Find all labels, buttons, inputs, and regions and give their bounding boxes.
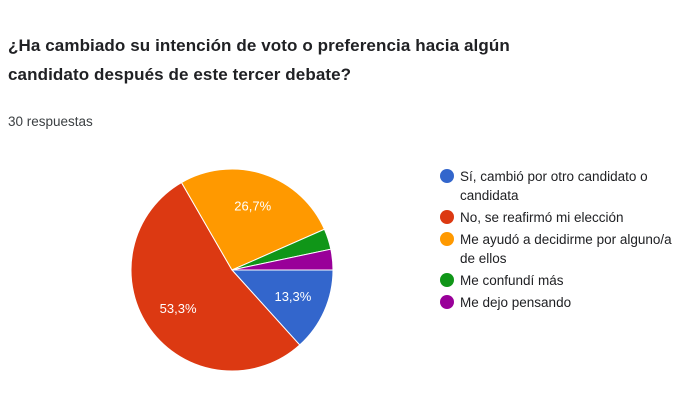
legend-item: Sí, cambió por otro candidato o candidat…	[440, 167, 690, 205]
legend-item: Me ayudó a decidirme por alguno/a de ell…	[440, 230, 690, 268]
legend-label: No, se reafirmó mi elección	[460, 210, 624, 225]
title-line-2: candidato después de este tercer debate?	[8, 65, 352, 84]
response-count: 30 respuestas	[8, 114, 93, 129]
slice-data-label: 53,3%	[160, 301, 197, 316]
legend-label: Sí, cambió por otro candidato o candidat…	[460, 169, 648, 203]
legend-label: Me confundí más	[460, 273, 564, 288]
legend-label: Me ayudó a decidirme por alguno/a de ell…	[460, 232, 672, 266]
legend-swatch	[440, 273, 454, 287]
legend: Sí, cambió por otro candidato o candidat…	[440, 167, 690, 315]
legend-item: No, se reafirmó mi elección	[440, 208, 690, 227]
pie-slice	[230, 269, 334, 346]
pie-slice	[130, 181, 301, 372]
legend-swatch	[440, 169, 454, 183]
slice-data-label: 26,7%	[234, 199, 271, 214]
legend-swatch	[440, 232, 454, 246]
chart-title: ¿Ha cambiado su intención de voto o pref…	[8, 31, 608, 89]
pie-slice	[231, 248, 334, 271]
legend-swatch	[440, 210, 454, 224]
legend-swatch	[440, 295, 454, 309]
legend-item: Me dejo pensando	[440, 293, 690, 312]
legend-item: Me confundí más	[440, 271, 690, 290]
legend-label: Me dejo pensando	[460, 295, 572, 310]
slice-data-label: 13,3%	[274, 289, 311, 304]
title-line-1: ¿Ha cambiado su intención de voto o pref…	[8, 36, 510, 55]
